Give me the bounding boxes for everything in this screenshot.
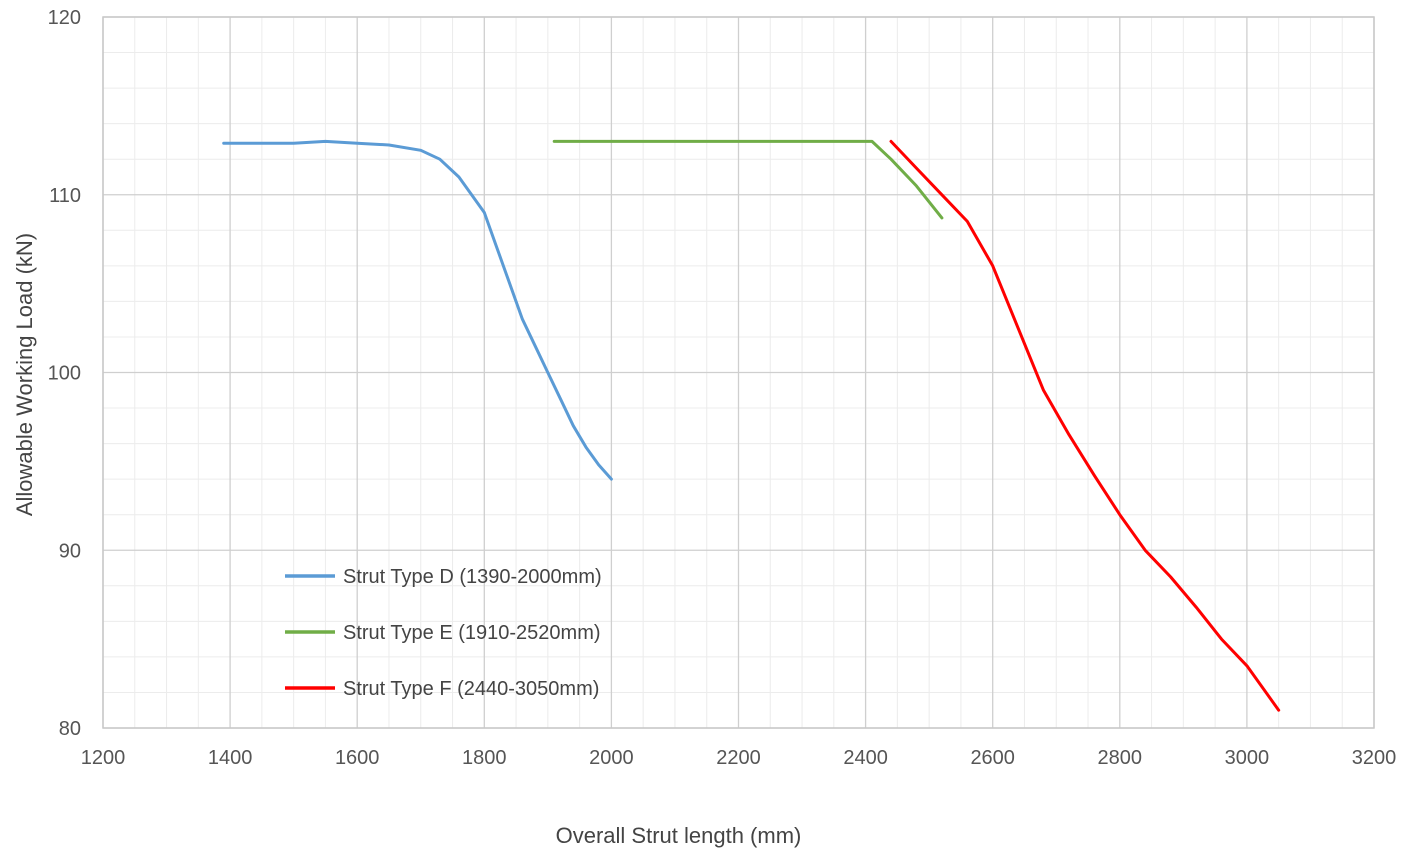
y-tick-label: 90 [59, 540, 81, 562]
x-tick-label: 3000 [1225, 747, 1270, 769]
x-tick-label: 2400 [843, 747, 888, 769]
y-tick-label: 80 [59, 718, 81, 740]
series-layer [222, 139, 1281, 712]
y-tick-label: 110 [49, 185, 81, 207]
legend-label-1: Strut Type D (1390-2000mm) [343, 566, 602, 588]
x-tick-label: 2600 [970, 747, 1015, 769]
legend-label-2: Strut Type E (1910-2520mm) [343, 622, 601, 644]
series-line-2 [552, 139, 944, 220]
y-axis-tick-labels: 80 90 100 110 120 [48, 7, 81, 740]
legend: Strut Type D (1390-2000mm) Strut Type E (… [285, 566, 602, 700]
x-tick-label: 1800 [462, 747, 507, 769]
y-tick-label: 120 [48, 7, 81, 29]
x-tick-label: 2000 [589, 747, 634, 769]
y-axis-title: Allowable Working Load (kN) [12, 233, 37, 516]
plot-area-frame [102, 16, 1375, 729]
legend-label-3: Strut Type F (2440-3050mm) [343, 678, 599, 700]
x-axis-tick-labels: 1200 1400 1600 1800 2000 2200 2400 2600 2800 3000… [81, 747, 1397, 769]
x-tick-label: 1400 [208, 747, 253, 769]
x-tick-label: 1200 [81, 747, 126, 769]
x-axis-title: Overall Strut length (mm) [556, 823, 802, 848]
x-tick-label: 1600 [335, 747, 380, 769]
y-tick-label: 100 [48, 363, 81, 385]
x-tick-label: 2200 [716, 747, 761, 769]
x-tick-label: 2800 [1098, 747, 1143, 769]
series-line-1 [222, 139, 613, 481]
x-tick-label: 3200 [1352, 747, 1397, 769]
series-line-3 [889, 139, 1281, 712]
